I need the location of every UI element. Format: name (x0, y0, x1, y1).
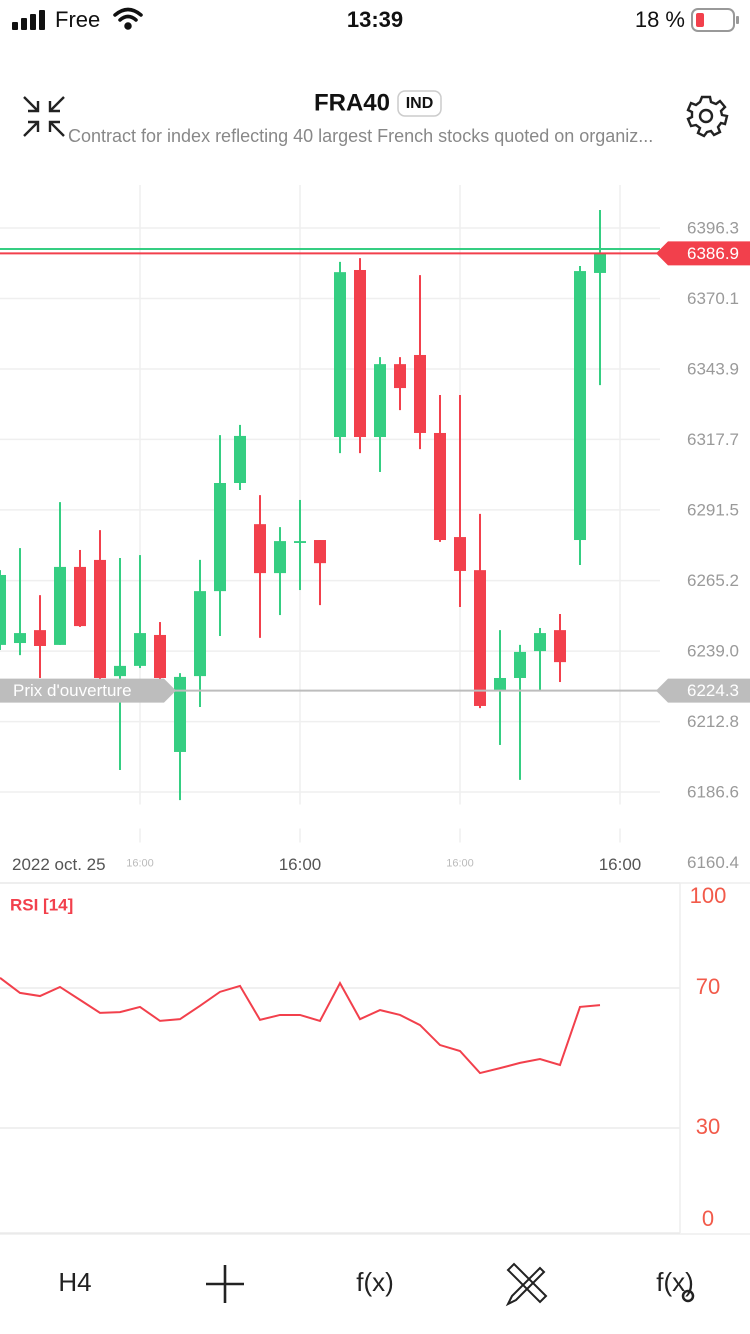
price-tag-value: 6224.3 (687, 681, 739, 700)
x-tick-label: 16:00 (446, 857, 474, 869)
candle-body (234, 435, 246, 484)
candle-body (134, 633, 146, 666)
crosshair-button[interactable] (206, 1265, 244, 1303)
x-tick-label: 16:00 (599, 855, 642, 874)
instrument-title: FRA40 (314, 89, 390, 116)
candle-body (454, 537, 466, 571)
y-tick-label: 6265.2 (687, 571, 739, 590)
gear-badge (681, 1289, 695, 1303)
y-tick-label: 6317.7 (687, 430, 739, 449)
candle-body (374, 364, 386, 438)
candle-body (314, 540, 326, 564)
settings-button[interactable] (686, 95, 729, 138)
carrier: Free (55, 7, 100, 32)
candle-body (14, 633, 26, 644)
chart-layer (0, 185, 750, 1234)
candle-body (414, 354, 426, 433)
battery-percent: 18 % (635, 7, 685, 32)
candle-body (354, 269, 366, 438)
timeframe-button[interactable]: H4 (58, 1267, 91, 1297)
price-tag (656, 241, 750, 266)
candle-body (494, 677, 506, 691)
candle-body (474, 570, 486, 706)
candle-body (434, 432, 446, 541)
rsi-line (0, 977, 601, 1075)
candle-body (94, 559, 106, 678)
y-tick-label: 6291.5 (687, 500, 739, 519)
instrument-subtitle: Contract for index reflecting 40 largest… (68, 126, 653, 146)
y-tick-label: 6370.1 (687, 289, 739, 308)
price-label: Prix d'ouverture (13, 681, 132, 700)
y-tick-label: 6239.0 (687, 642, 739, 661)
candle-body (334, 272, 346, 438)
candle-body (594, 253, 606, 273)
candle-body (574, 271, 586, 541)
candle-body (54, 566, 66, 645)
x-tick-label: 16:00 (279, 855, 322, 874)
candle-body (534, 633, 546, 652)
candle-body (514, 651, 526, 678)
price-tag (656, 678, 750, 703)
indicator-button[interactable]: f(x) (356, 1267, 394, 1297)
candle-body (274, 541, 286, 574)
y-tick-label: 100 (690, 883, 727, 908)
date-label: 2022 oct. 25 (12, 855, 106, 874)
candle-body (154, 634, 166, 678)
indicator-title: RSI [14] (10, 895, 73, 914)
y-tick-label: 30 (696, 1114, 720, 1139)
collapse-button[interactable] (23, 96, 65, 137)
candle-body (74, 566, 86, 627)
y-tick-label: 0 (702, 1206, 714, 1231)
indicator-settings-button[interactable]: f(x) (656, 1267, 694, 1297)
clock: 13:39 (347, 7, 403, 32)
candle-body (294, 541, 306, 543)
y-tick-label: 6212.8 (687, 712, 739, 731)
price-tag-value: 6386.9 (687, 244, 739, 263)
drawing-tools-button[interactable] (505, 1262, 548, 1307)
x-tick-label: 16:00 (126, 857, 154, 869)
candle-body (174, 676, 186, 752)
candle-body (394, 364, 406, 389)
badge-box (397, 90, 442, 117)
candle-body (554, 630, 566, 663)
wifi-icon (113, 7, 143, 30)
signal-icon (12, 10, 45, 30)
candle-body (0, 574, 6, 645)
y-tick-label: 6396.3 (687, 219, 739, 238)
candle-body (254, 524, 266, 574)
candle-body (34, 630, 46, 646)
candle-body (194, 591, 206, 677)
price-label-tag (0, 678, 176, 703)
battery-icon (691, 8, 739, 32)
y-tick-label: 6343.9 (687, 359, 739, 378)
candle-body (114, 665, 126, 677)
candle-body (214, 483, 226, 592)
candles (0, 210, 606, 801)
y-tick-label: 6186.6 (687, 783, 739, 802)
instrument-badge: IND (406, 95, 434, 112)
y-tick-label: 70 (696, 974, 720, 999)
y-tick-label: 6160.4 (687, 853, 739, 872)
